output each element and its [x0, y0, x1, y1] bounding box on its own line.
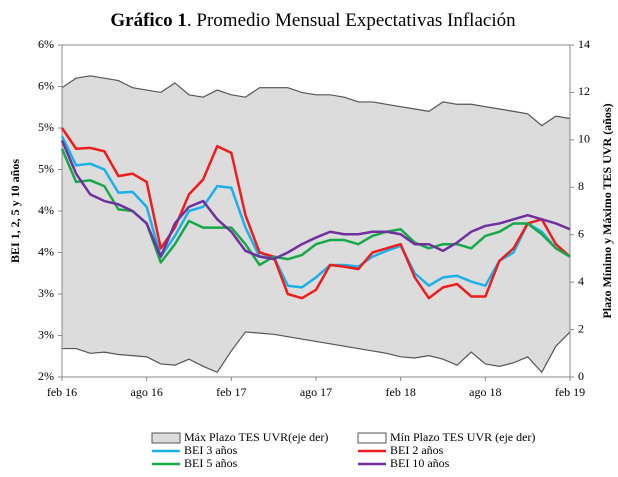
legend-label: Mín Plazo TES UVR (eje der): [390, 430, 535, 444]
y-axis-label: BEI 1, 2, 5 y 10 años: [8, 159, 22, 263]
y-tick-label: 6%: [38, 37, 54, 51]
area-fill: [62, 75, 570, 377]
title-text: . Promedio Mensual Expectativas Inflació…: [187, 10, 516, 31]
y-tick-label: 4%: [38, 203, 54, 217]
area-outline: [61, 75, 571, 127]
y2-tick-label: 0: [578, 369, 584, 383]
y2-tick-label: 8: [578, 179, 584, 193]
chart-title: Gráfico 1. Promedio Mensual Expectativas…: [110, 10, 516, 31]
y2-axis-label: Plazo Mínimo y Máximo TES UVR (años): [600, 103, 614, 318]
x-tick-label: feb 19: [555, 385, 585, 399]
legend-label: BEI 3 años: [184, 443, 238, 457]
y-tick-label: 2%: [38, 369, 54, 383]
y2-tick-label: 14: [578, 37, 590, 51]
y2-tick-label: 12: [578, 84, 590, 98]
x-tick-label: feb 16: [47, 385, 77, 399]
title-bold: Gráfico 1: [110, 10, 187, 31]
series-line: [60, 139, 571, 261]
series-line: [60, 127, 571, 300]
x-tick-label: feb 18: [386, 385, 416, 399]
y-tick-label: 5%: [38, 161, 54, 175]
y-tick-label: 5%: [38, 120, 54, 134]
area-outline: [62, 331, 571, 374]
legend-label: BEI 10 años: [390, 456, 450, 470]
y2-tick-label: 2: [578, 321, 584, 335]
legend-label: BEI 5 años: [184, 456, 238, 470]
x-tick-label: feb 17: [216, 385, 246, 399]
y2-tick-label: 4: [578, 274, 584, 288]
series-line: [60, 135, 571, 289]
y-tick-label: 3%: [38, 327, 54, 341]
legend-swatch: [151, 432, 181, 444]
y2-tick-label: 6: [578, 226, 584, 240]
x-tick-label: ago 16: [131, 385, 163, 399]
legend-label: BEI 2 años: [390, 443, 444, 457]
x-tick-label: ago 18: [469, 385, 501, 399]
x-tick-label: ago 17: [300, 385, 332, 399]
y-tick-label: 3%: [38, 286, 54, 300]
legend-swatch: [357, 432, 387, 444]
area-fill: [62, 331, 570, 377]
legend-label: Máx Plazo TES UVR(eje der): [184, 430, 328, 444]
y-tick-label: 4%: [38, 244, 54, 258]
y-tick-label: 6%: [38, 78, 54, 92]
y2-tick-label: 10: [578, 132, 590, 146]
